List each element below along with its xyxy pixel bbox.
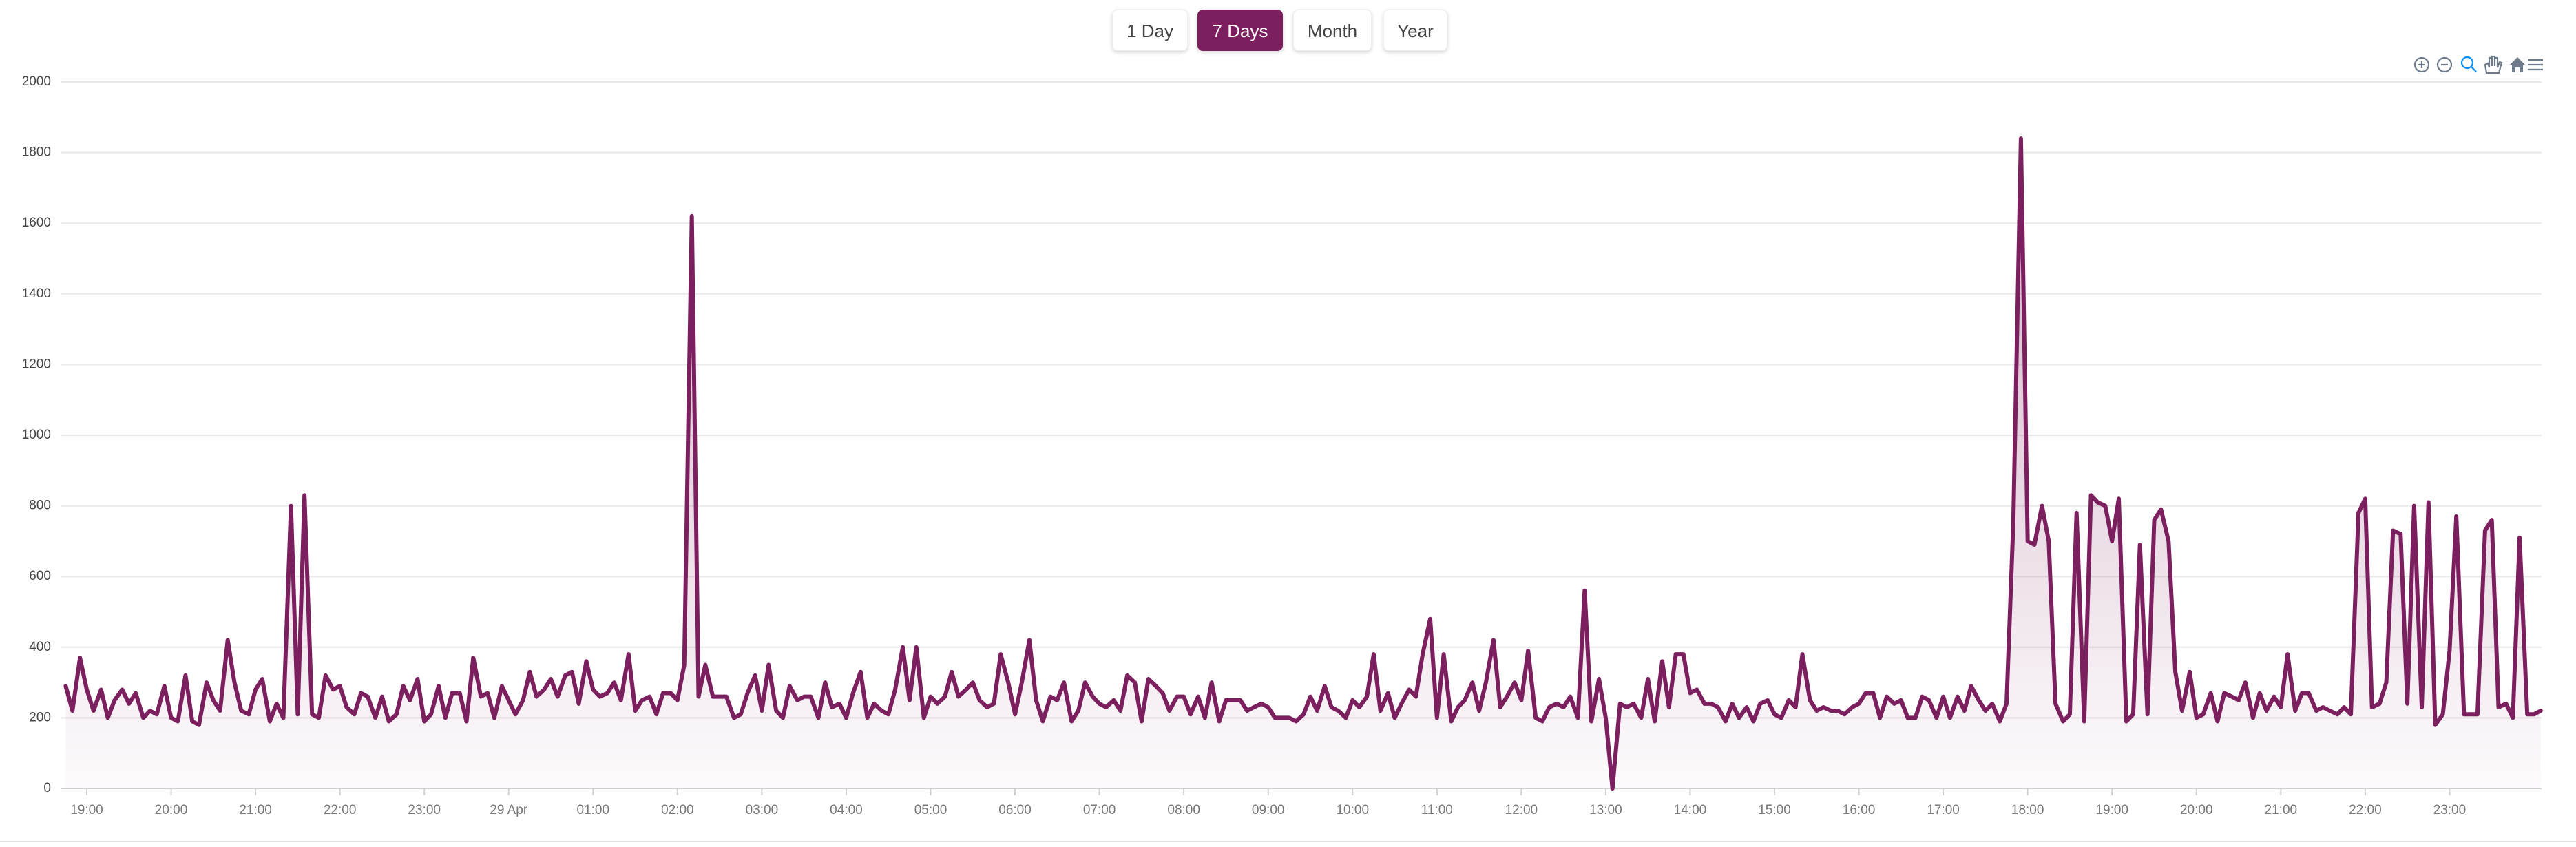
x-tick-label: 06:00 bbox=[998, 803, 1032, 817]
x-tick-label: 23:00 bbox=[2433, 803, 2467, 817]
x-tick-label: 13:00 bbox=[1589, 803, 1622, 817]
x-tick-label: 23:00 bbox=[408, 803, 441, 817]
area bbox=[65, 138, 2541, 789]
x-tick-label: 20:00 bbox=[2180, 803, 2213, 817]
y-tick-label: 200 bbox=[29, 710, 51, 724]
y-tick-label: 1000 bbox=[22, 428, 51, 442]
y-tick-label: 800 bbox=[29, 499, 51, 513]
x-tick-label: 01:00 bbox=[577, 803, 610, 817]
x-tick-label: 10:00 bbox=[1336, 803, 1369, 817]
y-tick-label: 600 bbox=[29, 569, 51, 583]
x-tick-label: 20:00 bbox=[155, 803, 188, 817]
range-buttons: 1 Day 7 Days Month Year bbox=[0, 10, 2576, 54]
x-tick-label: 21:00 bbox=[239, 803, 272, 817]
x-tick-label: 21:00 bbox=[2265, 803, 2298, 817]
x-tick-label: 02:00 bbox=[661, 803, 694, 817]
x-tick-label: 12:00 bbox=[1505, 803, 1538, 817]
line bbox=[63, 136, 2543, 791]
menu-icon[interactable] bbox=[2528, 59, 2543, 71]
y-tick-label: 1800 bbox=[22, 145, 51, 160]
x-tick-label: 14:00 bbox=[1674, 803, 1707, 817]
range-button[interactable]: Year bbox=[1383, 10, 1447, 51]
x-tick-label: 17:00 bbox=[1927, 803, 1960, 817]
y-tick-label: 1200 bbox=[22, 357, 51, 371]
x-tick-label: 08:00 bbox=[1167, 803, 1200, 817]
zoom-icon[interactable] bbox=[2460, 56, 2477, 72]
x-tick-label: 18:00 bbox=[2011, 803, 2044, 817]
chart-toolbar bbox=[2413, 55, 2543, 74]
range-button[interactable]: Month bbox=[1293, 10, 1372, 51]
x-tick-label: 22:00 bbox=[324, 803, 357, 817]
y-tick-label: 1600 bbox=[22, 216, 51, 230]
x-tick-label: 07:00 bbox=[1083, 803, 1116, 817]
x-tick-label: 15:00 bbox=[1758, 803, 1791, 817]
x-tick-label: 16:00 bbox=[1843, 803, 1876, 817]
x-tick-label: 04:00 bbox=[830, 803, 863, 817]
x-tick-label: 29 Apr bbox=[490, 803, 528, 817]
pan-icon[interactable] bbox=[2484, 55, 2503, 74]
x-tick-label: 19:00 bbox=[70, 803, 103, 817]
x-tick-label: 05:00 bbox=[914, 803, 947, 817]
zoom-out-icon[interactable] bbox=[2436, 56, 2453, 73]
x-tick-label: 03:00 bbox=[746, 803, 779, 817]
y-tick-label: 2000 bbox=[22, 74, 51, 89]
x-tick-label: 22:00 bbox=[2349, 803, 2382, 817]
x-tick-label: 11:00 bbox=[1421, 803, 1453, 817]
home-icon[interactable] bbox=[2510, 57, 2525, 72]
zoom-in-icon[interactable] bbox=[2413, 56, 2430, 73]
y-tick-label: 0 bbox=[43, 781, 51, 795]
x-tick-label: 09:00 bbox=[1252, 803, 1285, 817]
y-tick-label: 1400 bbox=[22, 286, 51, 301]
y-tick-label: 400 bbox=[29, 640, 51, 654]
range-button[interactable]: 1 Day bbox=[1112, 10, 1188, 51]
x-tick-label: 19:00 bbox=[2095, 803, 2128, 817]
range-button[interactable]: 7 Days bbox=[1197, 10, 1283, 51]
